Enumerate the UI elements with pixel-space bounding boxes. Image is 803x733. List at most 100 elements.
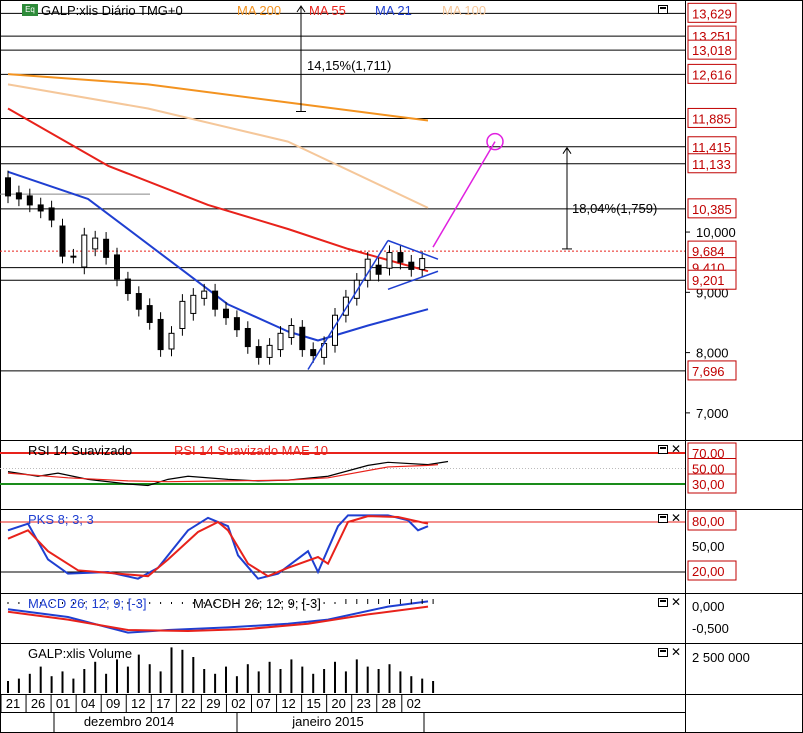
price-label-box bbox=[687, 360, 737, 381]
x-tick-label: 23 bbox=[356, 696, 370, 711]
candle-up bbox=[353, 279, 360, 299]
maximize-icon[interactable] bbox=[658, 5, 668, 14]
close-icon[interactable]: ✕ bbox=[671, 595, 682, 609]
maximize-icon[interactable] bbox=[658, 514, 668, 523]
x-tick-label: 07 bbox=[256, 696, 270, 711]
arrow-head bbox=[562, 146, 572, 154]
candle-down bbox=[103, 238, 110, 258]
x-tick-label: 26 bbox=[31, 696, 45, 711]
price-label: 10,385 bbox=[692, 202, 732, 217]
candle-up bbox=[70, 255, 77, 258]
x-tick-label: 12 bbox=[281, 696, 295, 711]
rsi-signal-line bbox=[7, 464, 439, 483]
ma55-line bbox=[7, 107, 429, 273]
target-circle bbox=[486, 132, 504, 151]
ma21-line bbox=[7, 170, 429, 342]
volume-panel-title[interactable]: GALP:xlis Volume bbox=[28, 646, 133, 661]
maximize-icon[interactable] bbox=[658, 598, 668, 607]
macd-panel-title[interactable]: MACD 26; 12; 9; [-3] bbox=[28, 596, 147, 611]
rsi-level-label: 70,00 bbox=[692, 446, 725, 461]
candle-up bbox=[168, 332, 175, 350]
price-panel-title: GALP:xlis Diário TMG+0 bbox=[41, 3, 183, 18]
x-tick-label: 28 bbox=[382, 696, 396, 711]
legend-ma100[interactable]: MA 100 bbox=[442, 3, 487, 18]
price-label: 11,415 bbox=[692, 140, 731, 155]
x-tick-label: 17 bbox=[156, 696, 170, 711]
close-icon[interactable]: ✕ bbox=[671, 511, 682, 525]
volume-level-label: 2 500 000 bbox=[692, 650, 750, 665]
y-tick-label: 10,000 bbox=[696, 225, 736, 240]
price-label: 11,133 bbox=[692, 157, 731, 172]
candle-down bbox=[48, 207, 55, 221]
measurement-label-1: 14,15%(1,711) bbox=[307, 58, 391, 73]
pks-level-label: 80,00 bbox=[692, 514, 725, 529]
macd-level-label: -0,500 bbox=[692, 621, 729, 636]
rsi-level-label: 50,00 bbox=[692, 462, 725, 477]
legend-ma55[interactable]: MA 55 bbox=[309, 3, 346, 18]
projection-line bbox=[432, 141, 496, 248]
candle-down bbox=[135, 293, 142, 310]
month-label: dezembro 2014 bbox=[84, 714, 174, 729]
candle-up bbox=[332, 314, 338, 346]
y-tick-label: 7,000 bbox=[696, 406, 729, 421]
rsi-panel-title[interactable]: RSI 14 Suavizado bbox=[28, 443, 133, 458]
price-label-box bbox=[687, 269, 737, 290]
close-icon[interactable]: ✕ bbox=[671, 442, 682, 456]
legend-ma21[interactable]: MA 21 bbox=[375, 3, 412, 18]
x-tick-label: 09 bbox=[106, 696, 120, 711]
ma100-line bbox=[7, 83, 429, 209]
price-label-box bbox=[687, 63, 737, 84]
candle-down bbox=[299, 326, 306, 351]
trend-line bbox=[307, 240, 389, 370]
price-label-box bbox=[687, 39, 737, 60]
candle-up bbox=[386, 252, 393, 269]
candle-down bbox=[26, 195, 33, 206]
y-tick-label: 8,000 bbox=[696, 346, 729, 361]
price-label: 7,696 bbox=[692, 364, 725, 379]
price-label: 13,629 bbox=[692, 6, 732, 21]
candle-up bbox=[190, 294, 197, 314]
rsi-signal-title[interactable]: RSI 14 Suavizado MAE 10 bbox=[174, 443, 328, 458]
price-label: 11,885 bbox=[692, 111, 731, 126]
candle-down bbox=[375, 264, 382, 275]
macd-signal-line bbox=[7, 605, 429, 633]
price-label: 9,684 bbox=[692, 244, 725, 259]
price-label-box bbox=[687, 153, 737, 174]
trend-line bbox=[387, 239, 439, 260]
month-label: janeiro 2015 bbox=[291, 714, 364, 729]
x-tick-label: 29 bbox=[206, 696, 220, 711]
legend-ma200[interactable]: MA 200 bbox=[237, 3, 282, 18]
candle-down bbox=[255, 346, 262, 358]
pks-k-line bbox=[7, 514, 429, 580]
candle-down bbox=[408, 261, 415, 270]
measurement-label-2: 18,04%(1,759) bbox=[572, 201, 657, 216]
equity-icon: Eq bbox=[22, 4, 38, 16]
price-label: 12,616 bbox=[692, 67, 732, 82]
maximize-icon[interactable] bbox=[658, 648, 668, 657]
arrow-head bbox=[296, 5, 306, 13]
x-tick-label: 02 bbox=[231, 696, 245, 711]
maximize-icon[interactable] bbox=[658, 445, 668, 454]
candle-up bbox=[179, 300, 186, 329]
price-label-box bbox=[687, 2, 737, 23]
candle-down bbox=[59, 225, 66, 257]
candle-up bbox=[266, 344, 273, 358]
candle-down bbox=[146, 305, 153, 323]
x-tick-label: 22 bbox=[181, 696, 195, 711]
x-tick-label: 20 bbox=[331, 696, 345, 711]
candle-down bbox=[310, 349, 317, 357]
macdh-panel-title[interactable]: MACDH 26; 12; 9; [-3] bbox=[193, 596, 321, 611]
close-icon[interactable]: ✕ bbox=[671, 645, 682, 659]
candle-down bbox=[15, 192, 22, 200]
pks-panel-title[interactable]: PKS 8; 3; 3 bbox=[28, 512, 94, 527]
candle-down bbox=[233, 317, 240, 331]
candle-down bbox=[5, 177, 11, 197]
candle-down bbox=[124, 278, 131, 295]
x-tick-label: 12 bbox=[131, 696, 145, 711]
candle-down bbox=[244, 327, 251, 348]
candle-down bbox=[223, 308, 229, 319]
candle-up bbox=[81, 234, 88, 268]
ma200-line bbox=[7, 73, 429, 122]
price-label-box bbox=[687, 198, 737, 219]
